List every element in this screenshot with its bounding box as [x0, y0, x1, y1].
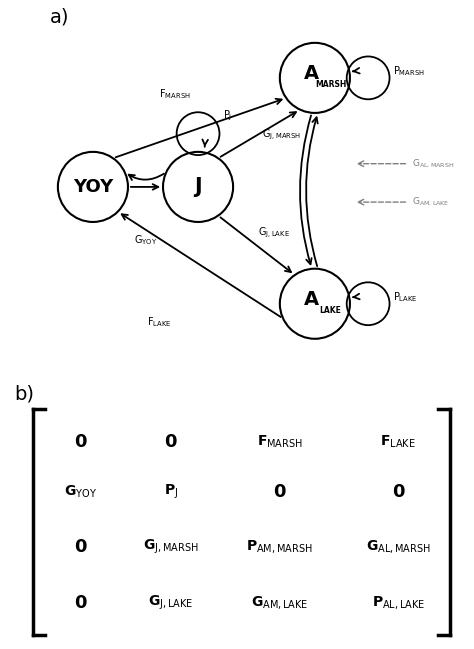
Text: G$_{\mathrm{AM, LAKE}}$: G$_{\mathrm{AM, LAKE}}$ — [412, 196, 450, 208]
Text: F$_{\mathrm{LAKE}}$: F$_{\mathrm{LAKE}}$ — [147, 315, 171, 329]
Text: G$_{\mathrm{YOY}}$: G$_{\mathrm{YOY}}$ — [64, 484, 97, 500]
Text: F$_{\mathrm{MARSH}}$: F$_{\mathrm{MARSH}}$ — [257, 434, 302, 450]
Circle shape — [280, 269, 350, 339]
Text: 0: 0 — [164, 433, 177, 451]
Text: 0: 0 — [74, 538, 87, 556]
Text: 0: 0 — [74, 433, 87, 451]
Text: G$_{\mathrm{J, MARSH}}$: G$_{\mathrm{J, MARSH}}$ — [143, 537, 199, 556]
Text: P$_{\mathrm{J}}$: P$_{\mathrm{J}}$ — [164, 483, 178, 502]
Text: G$_{\mathrm{J, LAKE}}$: G$_{\mathrm{J, LAKE}}$ — [148, 594, 193, 612]
Text: G$_{\mathrm{YOY}}$: G$_{\mathrm{YOY}}$ — [134, 234, 157, 247]
Text: 0: 0 — [392, 484, 404, 501]
Text: G$_{\mathrm{AL, MARSH}}$: G$_{\mathrm{AL, MARSH}}$ — [412, 158, 455, 170]
Text: F$_{\mathrm{MARSH}}$: F$_{\mathrm{MARSH}}$ — [159, 88, 191, 101]
Circle shape — [280, 43, 350, 113]
Text: b): b) — [14, 385, 34, 404]
Circle shape — [163, 152, 233, 222]
Text: 0: 0 — [74, 594, 87, 611]
Text: P$_{\mathrm{J}}$: P$_{\mathrm{J}}$ — [223, 108, 233, 123]
Text: YOY: YOY — [73, 178, 113, 196]
Text: F$_{\mathrm{LAKE}}$: F$_{\mathrm{LAKE}}$ — [380, 434, 416, 450]
Text: P$_{\mathrm{MARSH}}$: P$_{\mathrm{MARSH}}$ — [393, 64, 425, 79]
Text: A: A — [303, 290, 319, 310]
Text: 0: 0 — [273, 484, 286, 501]
Circle shape — [58, 152, 128, 222]
Text: a): a) — [50, 8, 70, 27]
Text: J: J — [194, 177, 202, 197]
Text: G$_{\mathrm{AM, LAKE}}$: G$_{\mathrm{AM, LAKE}}$ — [251, 594, 309, 611]
Text: G$_{\mathrm{J, MARSH}}$: G$_{\mathrm{J, MARSH}}$ — [262, 128, 301, 142]
Text: A: A — [303, 64, 319, 84]
Text: G$_{\mathrm{J, LAKE}}$: G$_{\mathrm{J, LAKE}}$ — [258, 226, 290, 240]
Text: LAKE: LAKE — [319, 306, 341, 315]
Text: P$_{\mathrm{LAKE}}$: P$_{\mathrm{LAKE}}$ — [393, 290, 418, 304]
Text: P$_{\mathrm{AL, LAKE}}$: P$_{\mathrm{AL, LAKE}}$ — [372, 594, 425, 611]
Text: MARSH: MARSH — [315, 80, 346, 90]
Text: P$_{\mathrm{AM, MARSH}}$: P$_{\mathrm{AM, MARSH}}$ — [246, 538, 313, 556]
Text: G$_{\mathrm{AL, MARSH}}$: G$_{\mathrm{AL, MARSH}}$ — [366, 538, 430, 556]
